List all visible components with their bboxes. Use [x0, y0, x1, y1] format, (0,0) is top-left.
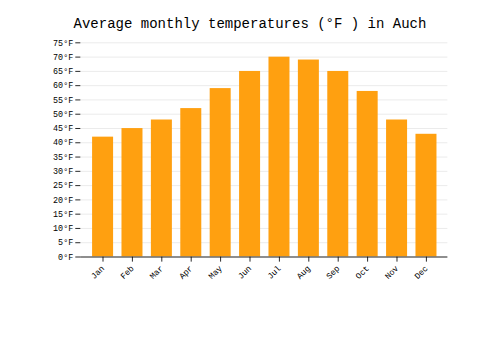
svg-text:Feb: Feb — [119, 264, 137, 282]
svg-text:30°F: 30°F — [53, 167, 73, 177]
svg-text:5°F: 5°F — [58, 238, 73, 248]
svg-text:Apr: Apr — [177, 264, 195, 282]
svg-text:May: May — [207, 264, 225, 282]
svg-text:65°F: 65°F — [53, 67, 73, 77]
svg-text:55°F: 55°F — [53, 96, 73, 106]
svg-text:15°F: 15°F — [53, 210, 73, 220]
svg-text:Nov: Nov — [383, 264, 401, 282]
svg-text:35°F: 35°F — [53, 153, 73, 163]
svg-text:Dec: Dec — [413, 264, 431, 282]
svg-text:Jun: Jun — [236, 264, 254, 282]
svg-text:60°F: 60°F — [53, 81, 73, 91]
svg-text:25°F: 25°F — [53, 181, 73, 191]
svg-text:45°F: 45°F — [53, 124, 73, 134]
html-text:Average monthly temperatures (: Average monthly temperatures (°F ) in Au… — [73, 16, 427, 32]
svg-text:Sep: Sep — [324, 264, 342, 282]
svg-text:40°F: 40°F — [53, 138, 73, 148]
svg-text:Aug: Aug — [295, 264, 313, 282]
svg-text:10°F: 10°F — [53, 224, 73, 234]
svg-text:0°F: 0°F — [58, 253, 73, 263]
svg-text:Jan: Jan — [89, 264, 107, 282]
svg-text:75°F: 75°F — [53, 39, 73, 49]
svg-text:50°F: 50°F — [53, 110, 73, 120]
svg-text:20°F: 20°F — [53, 196, 73, 206]
svg-text:Oct: Oct — [354, 264, 372, 282]
svg-text:Mar: Mar — [148, 264, 166, 282]
svg-text:Jul: Jul — [266, 264, 284, 282]
svg-text:70°F: 70°F — [53, 53, 73, 63]
